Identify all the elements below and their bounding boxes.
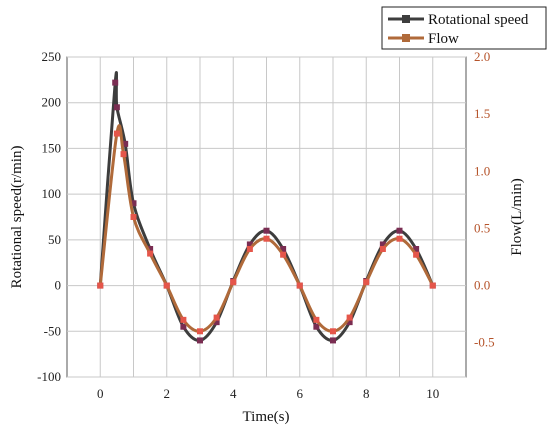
x-tick-label: 8 [363, 386, 370, 401]
left-y-tick-label: 200 [42, 95, 62, 110]
data-point-rotational-speed [213, 319, 220, 326]
data-point-rotational-speed [313, 323, 320, 330]
data-point-flow [296, 282, 303, 289]
data-point-rotational-speed [180, 323, 187, 330]
x-tick-label: 2 [164, 386, 171, 401]
data-point-flow [280, 251, 287, 258]
x-tick-label: 4 [230, 386, 237, 401]
data-point-rotational-speed [413, 246, 420, 252]
data-point-flow [330, 328, 336, 335]
data-point-flow [147, 250, 154, 257]
data-point-flow [413, 251, 420, 258]
left-y-tick-label: 100 [42, 186, 62, 201]
data-point-flow [163, 282, 170, 289]
data-point-flow [313, 316, 320, 323]
data-point-rotational-speed [346, 319, 353, 326]
right-y-tick-label: 0.5 [474, 220, 490, 235]
data-point-rotational-speed [330, 337, 336, 344]
right-y-tick-label: 0.0 [474, 278, 490, 293]
data-point-flow [346, 314, 353, 321]
right-y-tick-label: -0.5 [474, 335, 495, 350]
data-point-rotational-speed [379, 241, 386, 248]
right-y-axis-title: Flow(L/min) [509, 178, 525, 256]
legend-marker-rotational-speed [402, 15, 410, 23]
left-y-axis-title: Rotational speed(r/min) [9, 146, 25, 289]
data-point-flow [180, 316, 187, 323]
data-point-flow [379, 246, 386, 252]
data-point-rotational-speed [197, 337, 203, 344]
data-point-flow [113, 130, 120, 137]
data-point-rotational-speed [396, 227, 403, 234]
data-point-flow [97, 282, 104, 289]
x-tick-label: 0 [97, 386, 104, 401]
left-y-tick-label: 250 [42, 49, 62, 64]
data-point-rotational-speed [246, 241, 253, 248]
data-point-flow [230, 279, 237, 286]
right-y-tick-label: 2.0 [474, 49, 490, 64]
left-y-tick-label: 0 [55, 278, 62, 293]
data-point-flow [197, 328, 203, 335]
data-point-rotational-speed [112, 79, 119, 86]
data-point-flow [396, 235, 403, 242]
data-point-flow [429, 282, 436, 289]
tick-labels: 0 2 4 6 8 10 -100 -50 0 50 100 150 200 250 -0.5 0.0 0.5 1… [37, 49, 494, 401]
data-point-rotational-speed [263, 227, 270, 234]
data-point-flow [363, 279, 370, 286]
x-tick-label: 6 [297, 386, 304, 401]
data-point-flow [213, 314, 220, 321]
legend: Rotational speed Flow [381, 6, 547, 50]
data-point-flow [246, 246, 253, 252]
x-tick-label: 10 [426, 386, 439, 401]
data-point-rotational-speed [130, 200, 137, 207]
data-point-rotational-speed [122, 140, 129, 147]
data-point-flow [120, 151, 127, 158]
data-point-rotational-speed [113, 104, 120, 111]
legend-label-flow: Flow [428, 31, 459, 47]
data-point-flow [130, 214, 137, 220]
data-point-flow [263, 235, 270, 242]
left-y-tick-label: -50 [44, 323, 61, 338]
left-y-tick-label: 150 [42, 140, 62, 155]
x-axis-title: Time(s) [243, 409, 290, 425]
grid-lines [67, 56, 466, 378]
legend-marker-flow [402, 34, 410, 42]
data-point-rotational-speed [147, 246, 154, 252]
right-y-tick-label: 1.0 [474, 163, 490, 178]
left-y-tick-label: 50 [48, 232, 61, 247]
left-y-tick-label: -100 [37, 369, 61, 384]
legend-label-rotational-speed: Rotational speed [428, 12, 529, 28]
right-y-tick-label: 1.5 [474, 106, 490, 121]
series-layer [97, 71, 436, 344]
data-point-rotational-speed [280, 246, 287, 252]
